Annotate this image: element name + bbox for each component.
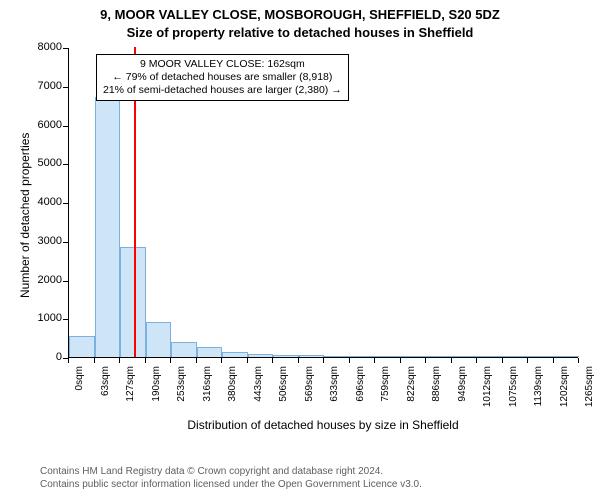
y-tick-mark <box>63 203 68 204</box>
y-tick-label: 2000 <box>28 274 62 286</box>
y-tick-mark <box>63 319 68 320</box>
x-tick-mark <box>527 358 528 363</box>
x-tick-label: 886sqm <box>431 366 442 426</box>
footer-text: Contains HM Land Registry data © Crown c… <box>40 466 422 491</box>
histogram-bar <box>477 356 503 357</box>
y-tick-label: 7000 <box>28 80 62 92</box>
x-tick-mark <box>451 358 452 363</box>
x-tick-mark <box>374 358 375 363</box>
x-tick-mark <box>247 358 248 363</box>
y-tick-mark <box>63 242 68 243</box>
histogram-bar <box>401 356 427 357</box>
x-tick-label: 0sqm <box>74 366 85 426</box>
annotation-line-2: ← 79% of detached houses are smaller (8,… <box>103 71 342 84</box>
x-tick-label: 253sqm <box>176 366 187 426</box>
x-tick-label: 696sqm <box>355 366 366 426</box>
x-tick-mark <box>68 358 69 363</box>
title-line-2: Size of property relative to detached ho… <box>0 24 600 42</box>
x-tick-label: 1265sqm <box>584 366 595 426</box>
histogram-bar <box>554 356 580 357</box>
histogram-bar <box>222 352 248 357</box>
x-tick-label: 443sqm <box>253 366 264 426</box>
histogram-bar <box>171 342 197 358</box>
x-tick-label: 506sqm <box>278 366 289 426</box>
x-tick-label: 1202sqm <box>559 366 570 426</box>
histogram-bar <box>197 347 223 357</box>
y-tick-label: 3000 <box>28 235 62 247</box>
x-tick-mark <box>145 358 146 363</box>
x-tick-label: 380sqm <box>227 366 238 426</box>
annotation-line-1: 9 MOOR VALLEY CLOSE: 162sqm <box>103 58 342 71</box>
y-tick-label: 1000 <box>28 312 62 324</box>
y-tick-mark <box>63 126 68 127</box>
x-tick-mark <box>298 358 299 363</box>
x-tick-mark <box>578 358 579 363</box>
x-tick-label: 822sqm <box>406 366 417 426</box>
x-tick-label: 759sqm <box>380 366 391 426</box>
x-tick-label: 949sqm <box>457 366 468 426</box>
histogram-bar <box>452 356 478 357</box>
y-tick-label: 8000 <box>28 41 62 53</box>
x-tick-label: 316sqm <box>202 366 213 426</box>
title-line-1: 9, MOOR VALLEY CLOSE, MOSBOROUGH, SHEFFI… <box>0 6 600 24</box>
y-tick-mark <box>63 87 68 88</box>
x-tick-mark <box>119 358 120 363</box>
histogram-bar <box>350 356 376 357</box>
histogram-bar <box>299 355 325 357</box>
annotation-line-3: 21% of semi-detached houses are larger (… <box>103 84 342 97</box>
x-tick-mark <box>94 358 95 363</box>
x-tick-mark <box>221 358 222 363</box>
y-tick-label: 0 <box>28 351 62 363</box>
x-tick-label: 190sqm <box>151 366 162 426</box>
histogram-bar <box>426 356 452 357</box>
x-tick-mark <box>425 358 426 363</box>
x-tick-mark <box>196 358 197 363</box>
x-tick-label: 127sqm <box>125 366 136 426</box>
y-tick-label: 4000 <box>28 196 62 208</box>
x-tick-mark <box>272 358 273 363</box>
histogram-bar <box>146 322 172 357</box>
annotation-box: 9 MOOR VALLEY CLOSE: 162sqm ← 79% of det… <box>96 54 349 101</box>
y-tick-label: 6000 <box>28 119 62 131</box>
x-axis-label: Distribution of detached houses by size … <box>68 418 578 432</box>
x-tick-label: 569sqm <box>304 366 315 426</box>
x-tick-label: 1075sqm <box>508 366 519 426</box>
histogram-bar <box>528 356 554 357</box>
y-tick-mark <box>63 281 68 282</box>
histogram-bar <box>69 336 95 357</box>
x-tick-mark <box>323 358 324 363</box>
x-tick-label: 63sqm <box>100 366 111 426</box>
footer-line-2: Contains public sector information licen… <box>40 479 422 492</box>
x-tick-mark <box>400 358 401 363</box>
x-tick-mark <box>502 358 503 363</box>
x-tick-label: 633sqm <box>329 366 340 426</box>
histogram-bar <box>324 356 350 357</box>
x-tick-mark <box>170 358 171 363</box>
y-tick-label: 5000 <box>28 157 62 169</box>
histogram-bar <box>273 355 299 357</box>
title-block: 9, MOOR VALLEY CLOSE, MOSBOROUGH, SHEFFI… <box>0 0 600 41</box>
footer-line-1: Contains HM Land Registry data © Crown c… <box>40 466 422 479</box>
x-tick-label: 1139sqm <box>533 366 544 426</box>
x-tick-mark <box>553 358 554 363</box>
histogram-bar <box>95 97 121 357</box>
figure: 9, MOOR VALLEY CLOSE, MOSBOROUGH, SHEFFI… <box>0 0 600 500</box>
histogram-bar <box>503 356 529 357</box>
y-tick-mark <box>63 164 68 165</box>
histogram-bar <box>375 356 401 357</box>
y-tick-mark <box>63 48 68 49</box>
histogram-bar <box>120 247 146 357</box>
x-tick-mark <box>349 358 350 363</box>
x-tick-mark <box>476 358 477 363</box>
histogram-bar <box>248 354 274 357</box>
x-tick-label: 1012sqm <box>482 366 493 426</box>
